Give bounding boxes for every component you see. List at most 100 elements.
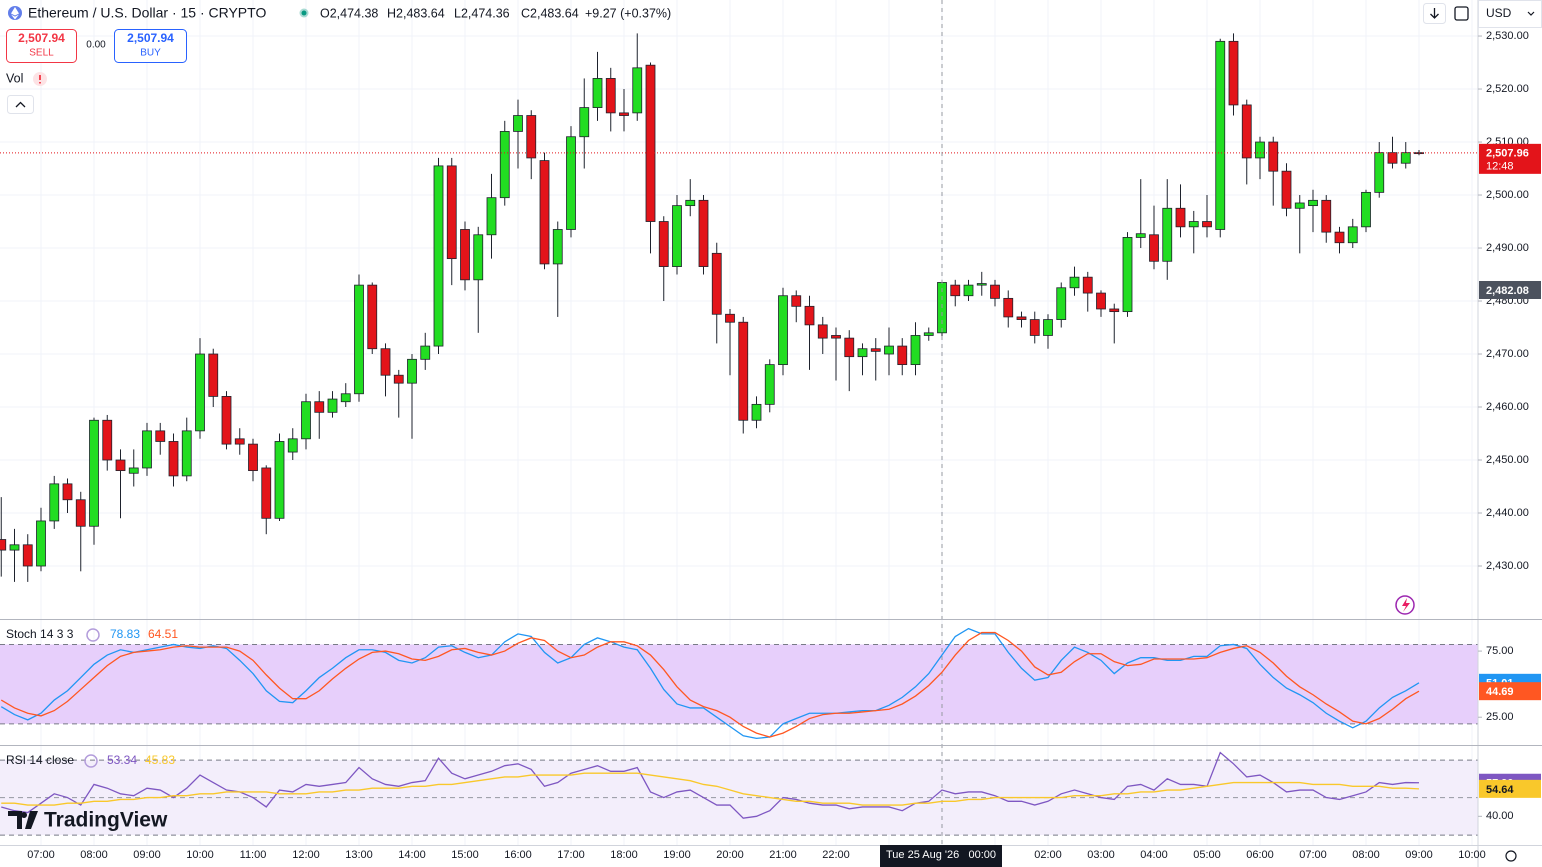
candle-body [433,165,444,347]
x-tick-label: 08:00 [1352,849,1380,861]
x-tick-label: 09:00 [133,849,161,861]
x-tick-label: 15:00 [451,849,479,861]
candle-body [672,205,682,267]
buy-button[interactable]: 2,507.94 BUY [114,29,187,63]
legend-value: 78.83 [110,627,140,641]
indicator-line [0,627,1420,740]
assistant-icon[interactable] [1395,595,1415,615]
x-tick-label: 07:00 [1299,849,1327,861]
collapse-button[interactable] [7,95,34,114]
x-tick-label: 09:00 [1405,849,1433,861]
buy-price[interactable]: 2,507.94 [127,31,174,45]
collapse-glyph [15,101,26,108]
legend-value: 53.34 [107,753,137,767]
crosshair-time-box [880,845,1002,867]
candle-body [1162,207,1173,262]
candle-body [963,284,974,297]
candle-body [354,284,364,395]
y-tick-label: 2,500.00 [1486,189,1529,201]
candle-body [645,64,656,222]
candle-body [804,305,815,326]
candle-body [831,335,841,339]
x-tick-label: 02:00 [1034,849,1062,861]
candle-body [857,348,868,358]
x-tick-label: 03:00 [1087,849,1115,861]
candle-body [923,332,934,336]
y-tick-label: 2,430.00 [1486,560,1529,572]
candle-body [897,345,908,366]
ohlc-close: C2,483.64 [521,6,579,20]
y-tick-label: 2,490.00 [1486,242,1529,254]
x-tick-label: 17:00 [557,849,585,861]
currency-select[interactable] [1478,0,1542,28]
candle-body [725,313,735,323]
last-price-label: 2,507.96 [1486,148,1529,160]
x-tick-label: 05:00 [1193,849,1221,861]
sell-box[interactable] [6,29,77,63]
currency[interactable]: USD [1486,6,1512,20]
candle-body [658,221,669,267]
candle-body [605,78,616,114]
candle-body [1188,221,1199,228]
candle-body [526,115,537,159]
crosshair-price-label-box [1479,280,1541,299]
candle-body [1149,234,1159,262]
candle-body [248,443,258,472]
candle-body [1334,231,1345,244]
buy-box[interactable] [114,29,187,63]
candle-body [764,364,775,405]
candle-body [142,430,152,469]
candle-body [1321,199,1332,233]
last-value-label: 54.64 [1486,784,1514,796]
crosshair-price-label: 2,482.08 [1486,285,1529,297]
indicator-title: Stoch 14 3 3 [6,627,74,641]
candle-body [274,441,285,519]
candle-body [1082,276,1093,294]
arrow-glyph [1430,8,1439,19]
ohlc-change: +9.27 (+0.37%) [585,6,671,20]
ohlc-high: H2,483.64 [387,6,445,20]
buy-label[interactable]: BUY [140,48,161,59]
candle-body [195,353,205,432]
sell-price[interactable]: 2,507.94 [18,31,65,45]
candle-body [115,459,126,472]
candle-body [420,345,431,360]
candle-body [340,393,351,403]
y-tick-label: 2,440.00 [1486,507,1529,519]
candle-body [513,115,523,132]
grid-layer [0,0,1478,845]
candle-body [1347,226,1358,244]
marks-layer [0,0,1478,845]
candle-body [1056,287,1067,320]
candle-body [89,419,99,527]
candle-body [1281,170,1292,209]
candle-body [1387,152,1398,164]
sell-label[interactable]: SELL [29,48,54,59]
candle-body [1003,297,1014,318]
candle-body [1241,104,1252,159]
countdown-label: 12:48 [1486,161,1514,173]
candle-body [592,78,603,108]
sell-button[interactable]: 2,507.94 SELL [6,29,77,63]
volume-label: Vol [6,71,23,85]
candle-body [261,467,272,519]
x-tick-label: 16:00 [504,849,532,861]
y-tick-label: 2,450.00 [1486,454,1529,466]
candle-body [22,544,33,567]
candle-body [1294,202,1305,209]
candle-body [751,403,762,421]
candle-body [711,252,722,315]
candle-body [407,358,417,384]
candle-body [990,284,1000,299]
indicator-line [1,772,1420,806]
candle-body [380,348,391,376]
y-tick-label: 40.00 [1486,810,1514,822]
layout-button[interactable] [1454,6,1469,21]
candle-body [168,441,179,477]
settings-icon[interactable] [1505,850,1517,862]
candle-body [128,467,139,474]
candle-body [1096,292,1106,310]
x-tick-label: 12:00 [292,849,320,861]
x-tick-label: 10:00 [186,849,214,861]
